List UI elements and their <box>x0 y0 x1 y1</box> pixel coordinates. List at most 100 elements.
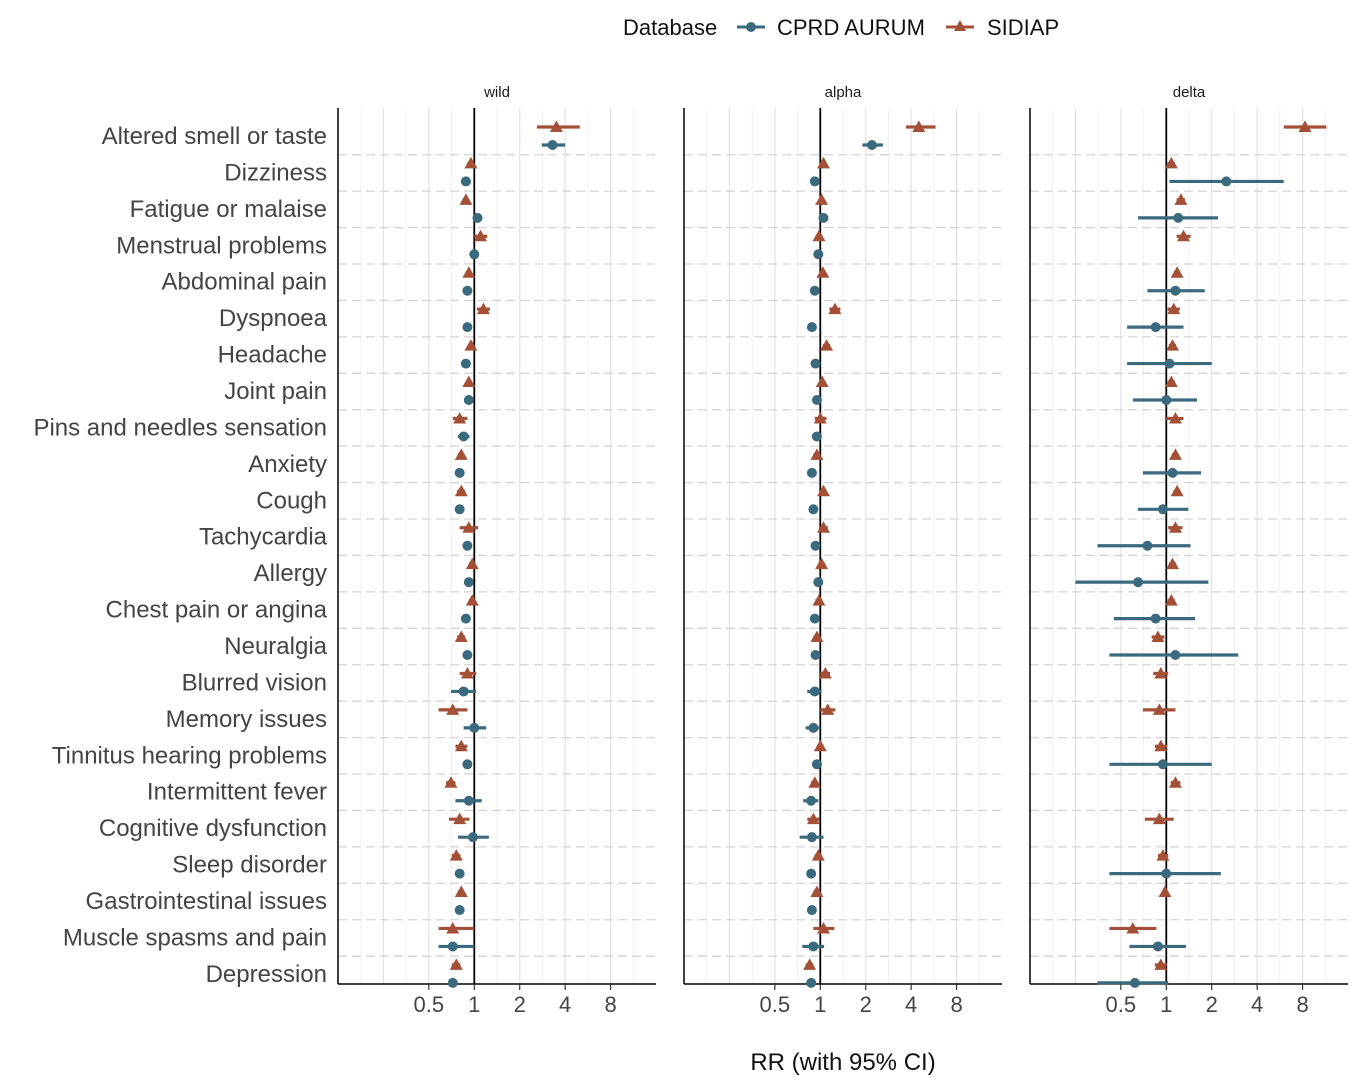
cprd-point <box>1133 577 1144 588</box>
facet-title: alpha <box>825 84 862 101</box>
sidiap-point <box>462 375 476 388</box>
cprd-point <box>810 358 821 369</box>
cprd-point <box>472 212 483 223</box>
cprd-point <box>467 832 478 843</box>
legend-title: Database <box>623 15 717 40</box>
facet-title: delta <box>1173 84 1206 101</box>
cprd-point <box>462 540 473 551</box>
x-tick-label: 0.5 <box>1106 992 1137 1017</box>
x-tick-label: 2 <box>514 992 526 1017</box>
cprd-point <box>469 249 480 260</box>
sidiap-point <box>1152 812 1166 825</box>
sidiap-point <box>1168 521 1182 533</box>
x-axis-title: RR (with 95% CI) <box>750 1049 935 1076</box>
cprd-point <box>809 176 820 187</box>
x-tick-label: 1 <box>468 992 480 1017</box>
gridlines <box>684 108 1002 984</box>
cprd-point <box>809 613 820 624</box>
sidiap-point <box>464 339 478 351</box>
symptom-label: Tinnitus hearing problems <box>52 742 327 769</box>
sidiap-point <box>453 411 467 424</box>
sidiap-point <box>549 120 563 132</box>
cprd-point <box>811 431 822 442</box>
cprd-point <box>808 941 819 952</box>
cprd-point <box>806 467 817 478</box>
panel-alpha: alpha 0.5 1 2 4 8 <box>683 84 1002 1017</box>
cprd-point <box>1164 358 1175 369</box>
cprd-point <box>547 140 558 150</box>
symptom-label: Cognitive dysfunction <box>99 815 327 842</box>
symptom-label: Anxiety <box>248 451 327 478</box>
x-tick-label: 0.5 <box>414 992 445 1017</box>
sidiap-point <box>1158 885 1172 898</box>
x-tick-label: 8 <box>604 992 616 1017</box>
cprd-point <box>806 905 817 916</box>
cprd-point <box>462 650 473 661</box>
cprd-point <box>454 868 465 879</box>
sidiap-point <box>1168 411 1182 424</box>
symptom-label: Abdominal pain <box>162 269 327 296</box>
legend: Database CPRD AURUM SIDIAP <box>623 15 1059 40</box>
cprd-point <box>1170 650 1181 661</box>
cprd-point <box>458 431 469 442</box>
sidiap-point <box>812 594 826 606</box>
sidiap-point <box>812 229 826 242</box>
sidiap-point <box>1167 302 1181 315</box>
sidiap-point <box>1298 120 1312 132</box>
sidiap-point <box>1176 229 1190 242</box>
x-tick-label: 1 <box>814 992 826 1017</box>
cprd-point <box>806 322 817 333</box>
symptom-label: Joint pain <box>224 378 327 405</box>
sidiap-point <box>816 484 830 497</box>
x-tick-label: 2 <box>1206 992 1218 1017</box>
sidiap-point <box>459 193 473 205</box>
symptom-label: Altered smell or taste <box>102 123 327 150</box>
sidiap-point <box>1174 193 1188 205</box>
cprd-point <box>810 540 821 551</box>
legend-cprd-label: CPRD AURUM <box>777 15 925 40</box>
sidiap-point <box>444 776 458 788</box>
sidiap-point <box>476 302 490 315</box>
sidiap-point <box>816 266 830 278</box>
sidiap-point <box>460 666 474 679</box>
cprd-point <box>463 795 474 806</box>
sidiap-point <box>1168 448 1182 460</box>
sidiap-point <box>811 849 825 861</box>
sidiap-point <box>1166 339 1180 351</box>
legend-cprd-circle-icon <box>746 22 756 32</box>
sidiap-point <box>454 885 468 898</box>
cprd-point <box>460 613 471 624</box>
cprd-point <box>1221 176 1232 187</box>
cprd-point <box>460 176 471 187</box>
cprd-point <box>462 759 473 770</box>
sidiap-point <box>808 776 822 788</box>
cprd-point <box>813 577 824 588</box>
symptom-label: Tachycardia <box>199 524 328 551</box>
sidiap-point <box>816 156 830 169</box>
legend-item-cprd: CPRD AURUM <box>737 15 925 40</box>
symptom-label: Chest pain or angina <box>106 597 328 624</box>
facet-title: wild <box>483 84 510 101</box>
sidiap-point <box>810 885 824 898</box>
sidiap-point <box>464 156 478 169</box>
legend-sidiap-triangle-icon <box>954 20 966 31</box>
cprd-point <box>1129 977 1140 988</box>
cprd-point <box>808 504 819 515</box>
symptom-label: Menstrual problems <box>116 232 327 259</box>
cprd-point <box>1170 285 1181 296</box>
sidiap-point <box>1166 557 1180 570</box>
symptom-label: Intermittent fever <box>147 779 327 806</box>
cprd-point <box>447 941 458 952</box>
cprd-point <box>806 795 817 806</box>
sidiap-point <box>454 739 468 752</box>
cprd-point <box>806 832 817 843</box>
sidiap-point <box>828 302 842 315</box>
sidiap-point <box>454 630 468 643</box>
sidiap-point <box>815 557 829 570</box>
sidiap-point <box>810 448 824 460</box>
sidiap-point <box>453 812 467 825</box>
cprd-point <box>1161 395 1172 406</box>
symptom-label: Depression <box>206 961 327 988</box>
sidiap-point <box>816 521 830 533</box>
